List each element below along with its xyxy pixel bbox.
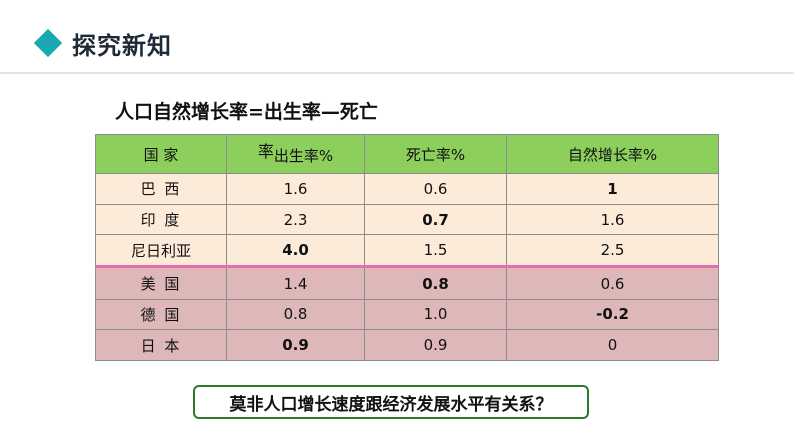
table-row: 尼日利亚 4.0 1.5 2.5	[95, 234, 719, 268]
table-row: 美 国 1.4 0.8 0.6	[95, 265, 719, 300]
cell-country: 日 本	[95, 329, 227, 361]
cell-birth: 0.8	[226, 298, 365, 331]
header-country: 国 家	[95, 134, 227, 174]
cell-death: 1.5	[364, 234, 507, 268]
cell-country: 德 国	[95, 298, 227, 331]
cell-birth-highlight: 4.0	[226, 234, 365, 268]
cell-birth: 1.4	[226, 265, 365, 300]
cell-birth: 2.3	[226, 203, 365, 236]
cell-natural-highlight: 1	[506, 173, 719, 205]
diamond-icon	[33, 28, 63, 58]
cell-death: 0.9	[364, 329, 507, 361]
cell-death-highlight: 0.7	[364, 203, 507, 236]
header-death-rate: 死亡率%	[364, 134, 507, 174]
cell-natural: 1.6	[506, 203, 719, 236]
header-birth-rate: 率出生率%	[226, 134, 365, 174]
cell-natural-highlight: -0.2	[506, 298, 719, 331]
section-title: 探究新知	[72, 31, 172, 60]
cell-natural: 0.6	[506, 265, 719, 300]
table-row: 日 本 0.9 0.9 0	[95, 329, 719, 361]
table-row: 印 度 2.3 0.7 1.6	[95, 203, 719, 236]
cell-birth: 1.6	[226, 173, 365, 205]
cell-death: 1.0	[364, 298, 507, 331]
table-row: 德 国 0.8 1.0 -0.2	[95, 298, 719, 331]
cell-death-highlight: 0.8	[364, 265, 507, 300]
header-natural-rate: 自然增长率%	[506, 134, 719, 174]
cell-natural: 2.5	[506, 234, 719, 268]
population-table: 国 家 率出生率% 死亡率% 自然增长率% 巴 西 1.6 0.6 1 印 度 …	[95, 134, 719, 361]
section-header: 探究新知	[30, 20, 172, 66]
cell-country: 尼日利亚	[95, 234, 227, 268]
cell-country: 美 国	[95, 265, 227, 300]
cell-natural: 0	[506, 329, 719, 361]
formula-text: 人口自然增长率=出生率—死亡	[115, 101, 378, 123]
question-box: 莫非人口增长速度跟经济发展水平有关系？	[193, 385, 589, 419]
cell-death: 0.6	[364, 173, 507, 205]
cell-birth-highlight: 0.9	[226, 329, 365, 361]
header-divider	[0, 72, 794, 74]
cell-country: 巴 西	[95, 173, 227, 205]
table-row: 巴 西 1.6 0.6 1	[95, 173, 719, 205]
header-birth-prefix: 率	[257, 142, 274, 161]
cell-country: 印 度	[95, 203, 227, 236]
table-header-row: 国 家 率出生率% 死亡率% 自然增长率%	[95, 134, 719, 174]
header-birth-label: 出生率%	[273, 147, 334, 165]
